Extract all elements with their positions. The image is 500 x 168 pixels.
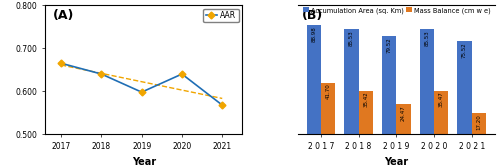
Text: 41.70: 41.70 — [326, 84, 330, 99]
Bar — [434, 91, 448, 134]
Text: 35.42: 35.42 — [364, 91, 368, 107]
Legend: AAR: AAR — [204, 9, 238, 23]
Bar — [458, 41, 471, 134]
Bar — [472, 113, 486, 134]
AAR — [98, 73, 104, 75]
Text: 85.53: 85.53 — [424, 30, 430, 46]
X-axis label: Year: Year — [132, 157, 156, 167]
Text: 35.47: 35.47 — [438, 91, 444, 107]
Line: AAR: AAR — [58, 61, 224, 108]
AAR — [219, 104, 225, 106]
X-axis label: Year: Year — [384, 157, 408, 167]
Bar — [344, 29, 358, 134]
Bar — [321, 83, 336, 134]
Text: (A): (A) — [53, 9, 74, 22]
Text: 85.53: 85.53 — [349, 30, 354, 46]
Bar — [306, 25, 321, 134]
Bar — [382, 36, 396, 134]
Text: 79.52: 79.52 — [386, 38, 392, 53]
Bar — [396, 104, 410, 134]
AAR — [58, 62, 64, 64]
Bar — [358, 91, 373, 134]
Text: 88.98: 88.98 — [312, 26, 316, 42]
Legend: Accumulation Area (sq. Km), Mass Balance (cm w e): Accumulation Area (sq. Km), Mass Balance… — [302, 6, 492, 15]
Bar — [420, 29, 434, 134]
Text: (B): (B) — [302, 9, 323, 22]
Text: 17.20: 17.20 — [476, 114, 482, 130]
Text: 24.47: 24.47 — [401, 105, 406, 121]
Text: 75.52: 75.52 — [462, 43, 467, 58]
AAR — [138, 91, 144, 93]
AAR — [179, 73, 185, 75]
